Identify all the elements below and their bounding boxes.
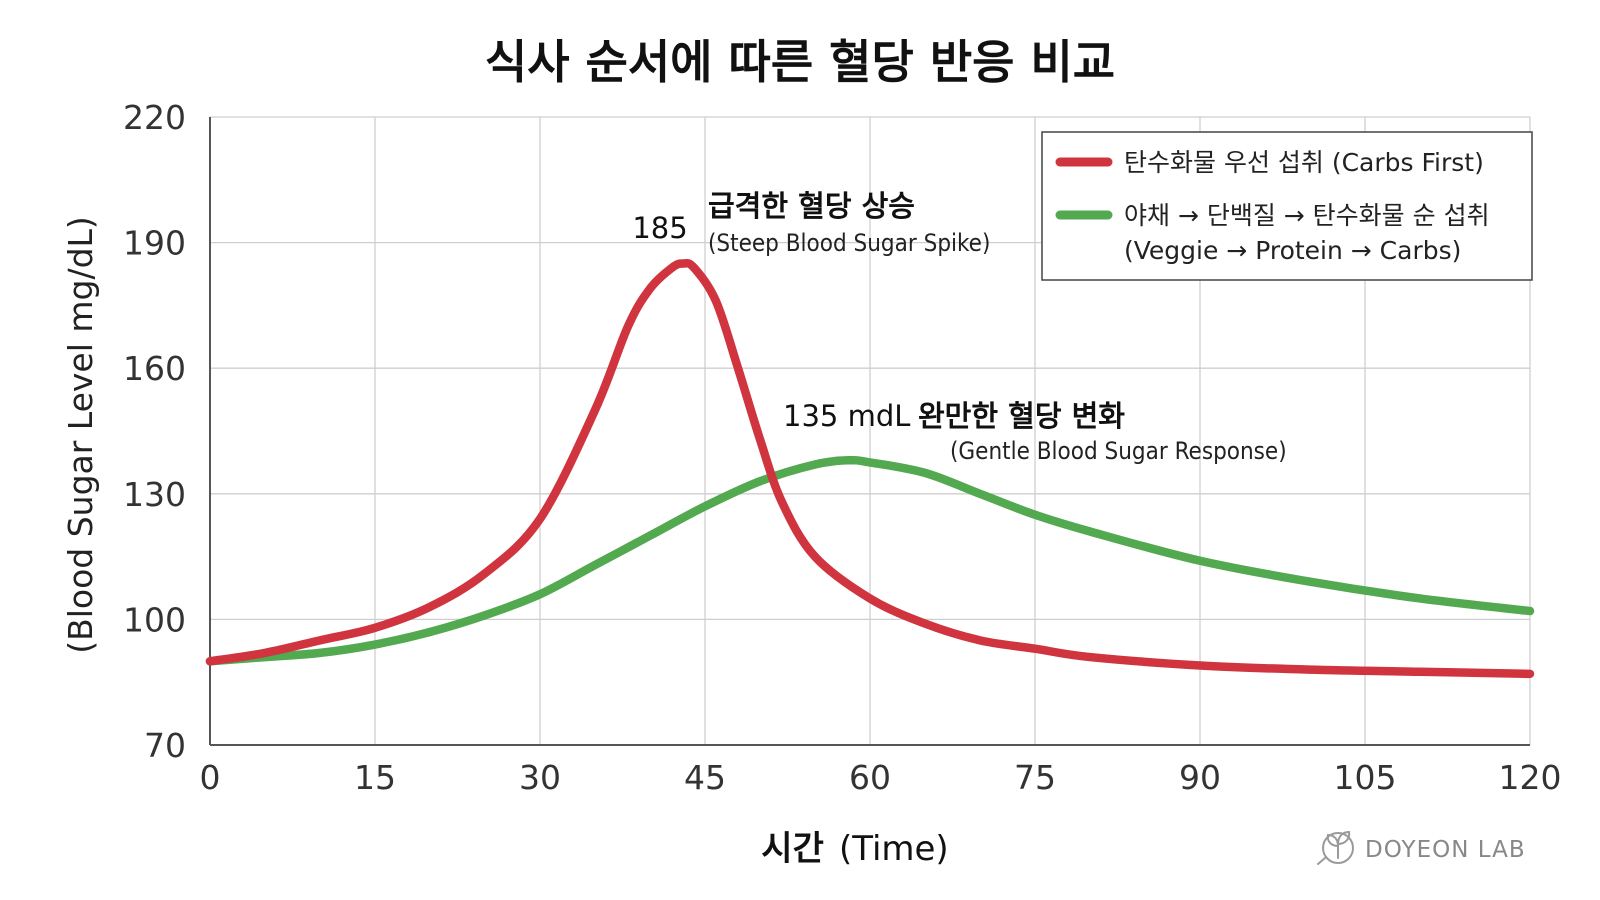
y-axis-label: (Blood Sugar Level mg/dL) — [61, 216, 100, 654]
y-tick-label: 130 — [123, 475, 186, 514]
x-axis-label: 시간 (Time) — [761, 829, 948, 869]
y-tick-label: 160 — [123, 349, 186, 388]
legend-label-carbs-first: 탄수화물 우선 섭취 (Carbs First) — [1124, 148, 1484, 177]
legend: 탄수화물 우선 섭취 (Carbs First) 야채 → 단백질 → 탄수화물… — [1041, 131, 1533, 281]
annotation-spike-value: 185 — [632, 211, 687, 245]
annotation-spike-title: 급격한 혈당 상승 — [708, 189, 915, 223]
annotation-gentle: 135 mdL 완만한 혈당 변화 (Gentle Blood Sugar Re… — [783, 399, 1287, 465]
annotation-gentle-title: 완만한 혈당 변화 — [918, 399, 1125, 433]
series-line-veggie-first — [205, 455, 1535, 666]
y-tick-label: 220 — [123, 98, 186, 137]
legend-box — [1041, 131, 1533, 281]
grid — [209, 116, 1531, 746]
sprout-icon — [1317, 830, 1354, 865]
axes — [209, 117, 1530, 746]
annotation-gentle-value: 135 mdL — [783, 399, 910, 433]
series-line-carbs-first — [205, 258, 1535, 679]
series-lines — [205, 258, 1535, 679]
x-tick-labels: 0 15 30 45 60 75 90 105 120 — [200, 758, 1562, 797]
legend-label-veggie-first-en: (Veggie → Protein → Carbs) — [1124, 236, 1461, 265]
x-axis-label-en: (Time) — [839, 829, 949, 869]
y-tick-labels: 70 100 130 160 190 220 — [123, 98, 186, 765]
legend-label-veggie-first: 야채 → 단백질 → 탄수화물 순 섭취 — [1124, 201, 1490, 230]
x-tick-label: 0 — [200, 758, 221, 797]
y-tick-label: 100 — [123, 600, 186, 639]
x-tick-label: 75 — [1014, 758, 1056, 797]
x-tick-label: 30 — [519, 758, 561, 797]
x-tick-label: 105 — [1334, 758, 1397, 797]
y-tick-label: 70 — [144, 726, 186, 765]
annotation-spike: 185 급격한 혈당 상승 (Steep Blood Sugar Spike) — [632, 189, 990, 257]
x-tick-label: 90 — [1179, 758, 1221, 797]
x-tick-label: 120 — [1499, 758, 1562, 797]
x-tick-label: 15 — [354, 758, 396, 797]
x-axis-label-ko: 시간 — [761, 829, 824, 869]
y-tick-label: 190 — [123, 224, 186, 263]
chart-title: 식사 순서에 따른 혈당 반응 비교 — [485, 35, 1115, 89]
brand-name: DOYEON LAB — [1365, 837, 1526, 863]
brand-logo: DOYEON LAB — [1317, 830, 1526, 865]
x-tick-label: 45 — [684, 758, 726, 797]
annotation-spike-subtitle: (Steep Blood Sugar Spike) — [708, 229, 990, 257]
annotation-gentle-subtitle: (Gentle Blood Sugar Response) — [950, 437, 1287, 465]
x-tick-label: 60 — [849, 758, 891, 797]
